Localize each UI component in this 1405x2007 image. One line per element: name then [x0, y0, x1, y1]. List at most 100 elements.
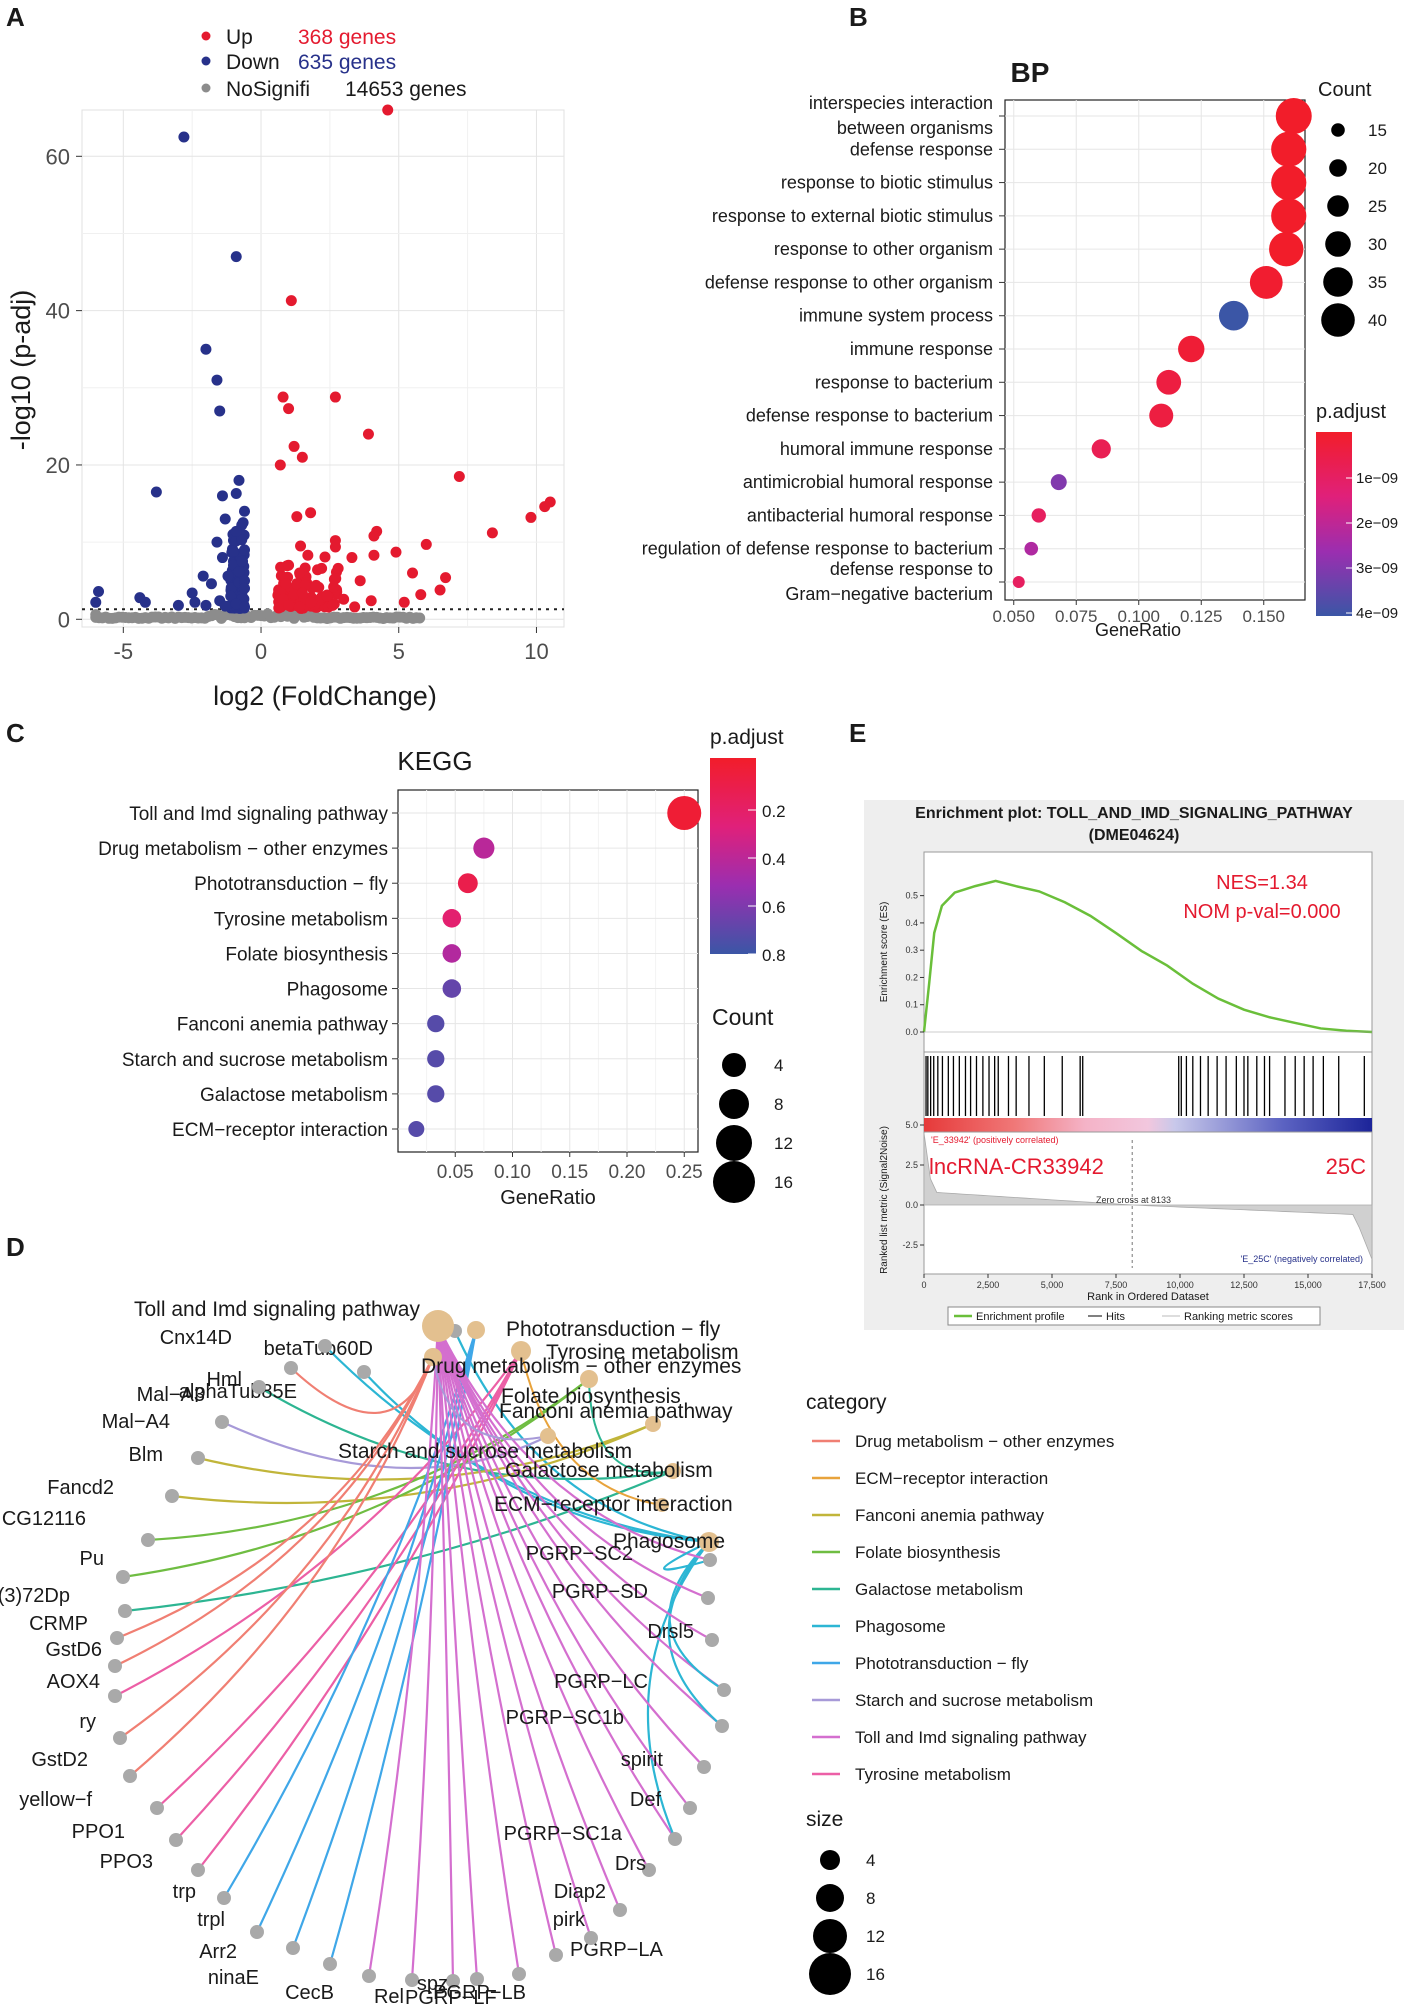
- cnet-gene-node: [613, 1903, 627, 1917]
- gsea-nom-p: NOM p-val=0.000: [1183, 901, 1340, 923]
- volcano-down-point: [173, 600, 184, 611]
- cnet-gene-node: [703, 1553, 717, 1567]
- cnet-gene-label: pirk: [553, 1909, 586, 1931]
- kegg-category-label: Phototransduction − fly: [194, 874, 388, 895]
- kegg-dot: [443, 944, 462, 963]
- kegg-category-labels: Toll and Imd signaling pathwayDrug metab…: [98, 804, 398, 1141]
- volcano-up-point: [346, 552, 357, 563]
- volcano-up-point: [539, 501, 550, 512]
- volcano-up-point: [291, 511, 302, 522]
- volcano-up-point: [280, 578, 291, 589]
- kegg-dot: [667, 796, 701, 830]
- volcano-up-point: [338, 594, 349, 605]
- bp-dot: [1024, 542, 1038, 556]
- cnet-gene-node: [697, 1760, 711, 1774]
- cnet-gene-node: [286, 1941, 300, 1955]
- cnet-gene-node: [108, 1659, 122, 1673]
- volcano-down-point: [239, 506, 250, 517]
- kegg-dot: [427, 1015, 444, 1032]
- gsea-metric-tick-label: 0.0: [905, 1200, 918, 1210]
- volcano-up-point: [305, 507, 316, 518]
- volcano-down-point: [93, 586, 104, 597]
- kegg-title: KEGG: [397, 746, 472, 776]
- volcano-up-point: [525, 512, 536, 523]
- cnet-gene-node: [705, 1633, 719, 1647]
- kegg-colorbar-label: 0.4: [762, 850, 786, 869]
- bp-dot: [1092, 439, 1111, 458]
- cnet-pathway-label: Galactose metabolism: [505, 1459, 713, 1482]
- volcano-up-point: [440, 572, 451, 583]
- volcano-up-point: [289, 441, 300, 452]
- cnet-gene-node: [701, 1591, 715, 1605]
- cnet-gene-label: Pu: [80, 1548, 104, 1570]
- volcano-down-point: [140, 597, 151, 608]
- cnet-gene-node: [110, 1631, 124, 1645]
- bp-category-label: immune system process: [799, 306, 993, 326]
- volcano-up-point: [283, 403, 294, 414]
- legend-nosig-swatch: [202, 84, 211, 93]
- bp-xtick-label: 0.150: [1242, 607, 1285, 626]
- cnet-size-legend-dot: [809, 1953, 851, 1995]
- cnet-gene-node: [165, 1489, 179, 1503]
- bp-size-legend-label: 15: [1368, 121, 1387, 140]
- bp-category-label: regulation of defense response to bacter…: [642, 539, 993, 559]
- cnet-gene-label: GstD2: [31, 1749, 88, 1771]
- kegg-size-legend-dot: [713, 1161, 755, 1203]
- bp-category-label: response to biotic stimulus: [781, 173, 993, 193]
- cnet-legend-label: Galactose metabolism: [855, 1580, 1023, 1599]
- volcano-up-point: [487, 527, 498, 538]
- gsea-es-tick-label: 0.1: [905, 1000, 918, 1010]
- cnet-gene-label: PGRP−SD: [552, 1581, 648, 1603]
- panel-label-e: E: [849, 718, 866, 748]
- kegg-dot: [427, 1050, 444, 1067]
- cnet-size-legend-label: 4: [866, 1851, 875, 1870]
- bp-dot: [1219, 301, 1249, 331]
- bp-size-legend-dot: [1327, 195, 1349, 217]
- kegg-category-label: Starch and sucrose metabolism: [122, 1050, 388, 1071]
- cnet-plot: betaTub60DCnx14DalphaTub85EHmlMal−A3Mal−…: [0, 1298, 1114, 2007]
- kegg-xtick-label: 0.15: [551, 1162, 588, 1183]
- bp-colorbar-label: 1e−09: [1356, 470, 1398, 487]
- volcano-down-point: [236, 556, 247, 567]
- cnet-gene-label: yellow−f: [19, 1789, 92, 1811]
- cnet-legend-label: Toll and Imd signaling pathway: [855, 1728, 1087, 1747]
- volcano-down-point: [239, 583, 250, 594]
- kegg-colorbar-label: 0.8: [762, 946, 786, 965]
- cnet-gene-label: Rel: [374, 1986, 404, 2007]
- gsea-legend-profile: Enrichment profile: [976, 1311, 1065, 1323]
- cnet-gene-label: PPO1: [72, 1821, 125, 1843]
- bp-category-label: Gram−negative bacterium: [785, 584, 993, 604]
- volcano-up-point: [368, 550, 379, 561]
- kegg-dotplot: KEGG Toll and Imd signaling pathwayDrug …: [98, 726, 793, 1209]
- volcano-up-point: [407, 567, 418, 578]
- kegg-color-legend-title: p.adjust: [710, 726, 784, 749]
- volcano-up-point: [305, 597, 316, 608]
- cnet-gene-node: [512, 1967, 526, 1981]
- cnet-edge: [130, 1357, 433, 1776]
- gsea-nes: NES=1.34: [1216, 872, 1308, 894]
- kegg-dot: [473, 838, 494, 859]
- gsea-legend-hits: Hits: [1106, 1311, 1125, 1323]
- bp-dot: [1156, 370, 1181, 395]
- cnet-pathway-label: ECM−receptor interaction: [494, 1493, 733, 1516]
- panel-label-b: B: [849, 2, 868, 32]
- volcano-xlabel: log2 (FoldChange): [213, 681, 437, 711]
- bp-dot: [1149, 404, 1173, 428]
- bp-size-legend: 152025303540: [1321, 121, 1387, 337]
- volcano-up-point: [283, 600, 294, 611]
- bp-colorbar: [1316, 432, 1352, 616]
- kegg-size-legend-dot: [716, 1125, 752, 1161]
- cnet-size-legend-dot: [820, 1850, 840, 1870]
- cnet-gene-label: Mal−A4: [102, 1411, 170, 1433]
- bp-category-label: interspecies interaction: [809, 93, 993, 113]
- cnet-gene-node: [191, 1863, 205, 1877]
- gsea-xtick-label: 5,000: [1041, 1280, 1064, 1290]
- bp-size-legend-dot: [1323, 267, 1353, 297]
- cnet-gene-node: [118, 1604, 132, 1618]
- bp-category-label: defense response to: [830, 559, 993, 579]
- bp-dot: [1013, 576, 1025, 588]
- kegg-size-legend-label: 12: [774, 1134, 793, 1153]
- bp-dot: [1276, 98, 1312, 134]
- bp-color-legend-title: p.adjust: [1316, 401, 1386, 423]
- gsea-es-tick-label: 0.4: [905, 918, 918, 928]
